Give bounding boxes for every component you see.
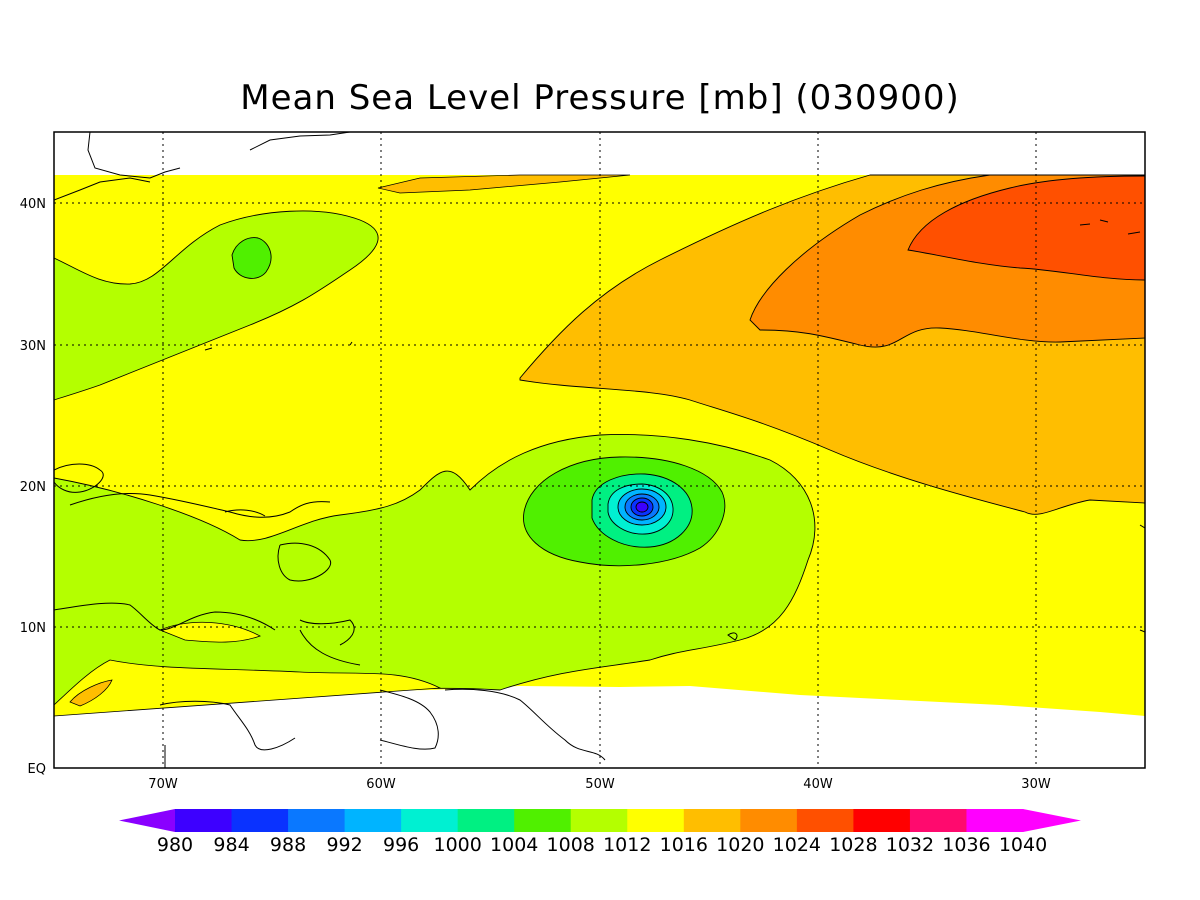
longitude-labels: 70W 60W 50W 40W 30W [148, 777, 1051, 792]
colorbar-label: 1004 [490, 834, 538, 856]
colorbar-swatch [231, 809, 289, 832]
colorbar-label: 980 [157, 834, 193, 856]
colorbar-swatch [966, 809, 1024, 832]
colorbar-label: 1028 [829, 834, 877, 856]
colorbar-label: 988 [270, 834, 306, 856]
colorbar-label: 1036 [942, 834, 990, 856]
colorbar-swatch [401, 809, 459, 832]
lon-label: 50W [585, 777, 615, 792]
map-frame [53, 131, 1146, 769]
band-1008-1012-northwest [54, 210, 379, 401]
band-1024-1028 [907, 175, 1145, 281]
colorbar-label: 1040 [999, 834, 1047, 856]
map-plot-area [54, 132, 1145, 768]
lon-label: 30W [1021, 777, 1051, 792]
colorbar-swatch [627, 809, 685, 832]
lon-label: 70W [148, 777, 178, 792]
colorbar-swatch [853, 809, 911, 832]
colorbar-swatch [909, 809, 967, 832]
band-1008-1012-south [69, 679, 113, 707]
colorbar-label: 992 [326, 834, 362, 856]
colorbar-swatch [514, 809, 572, 832]
colorbar-swatch [457, 809, 515, 832]
colorbar-label: 984 [213, 834, 249, 856]
lat-label: 10N [20, 621, 46, 636]
lon-label: 40W [803, 777, 833, 792]
map-title: Mean Sea Level Pressure [mb] (030900) [240, 78, 960, 118]
colorbar-label: 996 [383, 834, 419, 856]
latitude-labels: 40N 30N 20N 10N EQ [20, 197, 46, 777]
lat-label: 20N [20, 480, 46, 495]
colorbar-label: 1000 [433, 834, 481, 856]
colorbar-swatch [740, 809, 798, 832]
colorbar-label: 1020 [716, 834, 764, 856]
lon-label: 60W [366, 777, 396, 792]
colorbar-label: 1032 [886, 834, 934, 856]
colorbar-label: 1016 [660, 834, 708, 856]
colorbar-arrow-low [119, 809, 175, 832]
coastlines [54, 132, 1145, 768]
lat-label: 40N [20, 197, 46, 212]
colorbar-label: 1024 [773, 834, 821, 856]
band-1016-1020-north [377, 174, 631, 194]
colorbar-swatch [288, 809, 346, 832]
colorbar-swatch [344, 809, 402, 832]
lat-label: 30N [20, 339, 46, 354]
colorbar-arrow-high [1023, 809, 1081, 832]
colorbar-swatch [683, 809, 741, 832]
graticule [54, 132, 1145, 768]
colorbar: 980 984 988 992 996 1000 1004 1008 1012 1016 1020 1… [119, 809, 1081, 856]
band-980-984-low [635, 501, 649, 513]
lat-label: EQ [28, 762, 46, 777]
colorbar-label: 1012 [603, 834, 651, 856]
colorbar-swatch [175, 809, 233, 832]
band-1012-1016-south [54, 659, 442, 717]
colorbar-swatch [796, 809, 854, 832]
colorbar-swatch [570, 809, 628, 832]
band-1004-1008-northwest [231, 237, 272, 279]
colorbar-label: 1008 [547, 834, 595, 856]
